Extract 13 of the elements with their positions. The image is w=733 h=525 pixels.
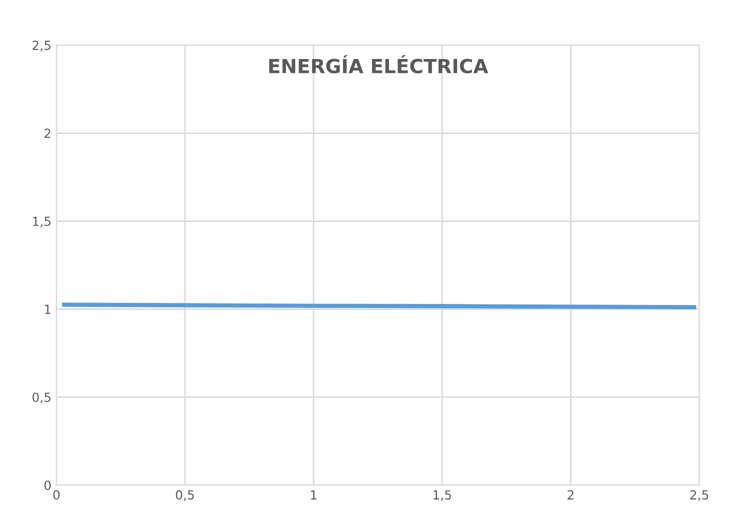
x-tick-label: 0 (53, 490, 60, 500)
x-tick-label: 1 (310, 490, 316, 500)
chart-title: ENERGÍA ELÉCTRICA (269, 55, 488, 74)
y-tick-label: 2 (44, 128, 50, 138)
y-tick-label: 2,5 (32, 40, 50, 52)
x-tick-label: 2,5 (690, 490, 708, 501)
y-tick-label: 0,5 (32, 392, 50, 404)
x-tick-label: 0,5 (176, 490, 194, 501)
y-tick-label: 1 (45, 304, 50, 314)
x-tick-label: 2 (568, 490, 574, 500)
y-tick-label: 0 (44, 480, 51, 490)
x-tick-label: 1,5 (434, 490, 451, 501)
y-tick-label: 1,5 (33, 216, 50, 228)
